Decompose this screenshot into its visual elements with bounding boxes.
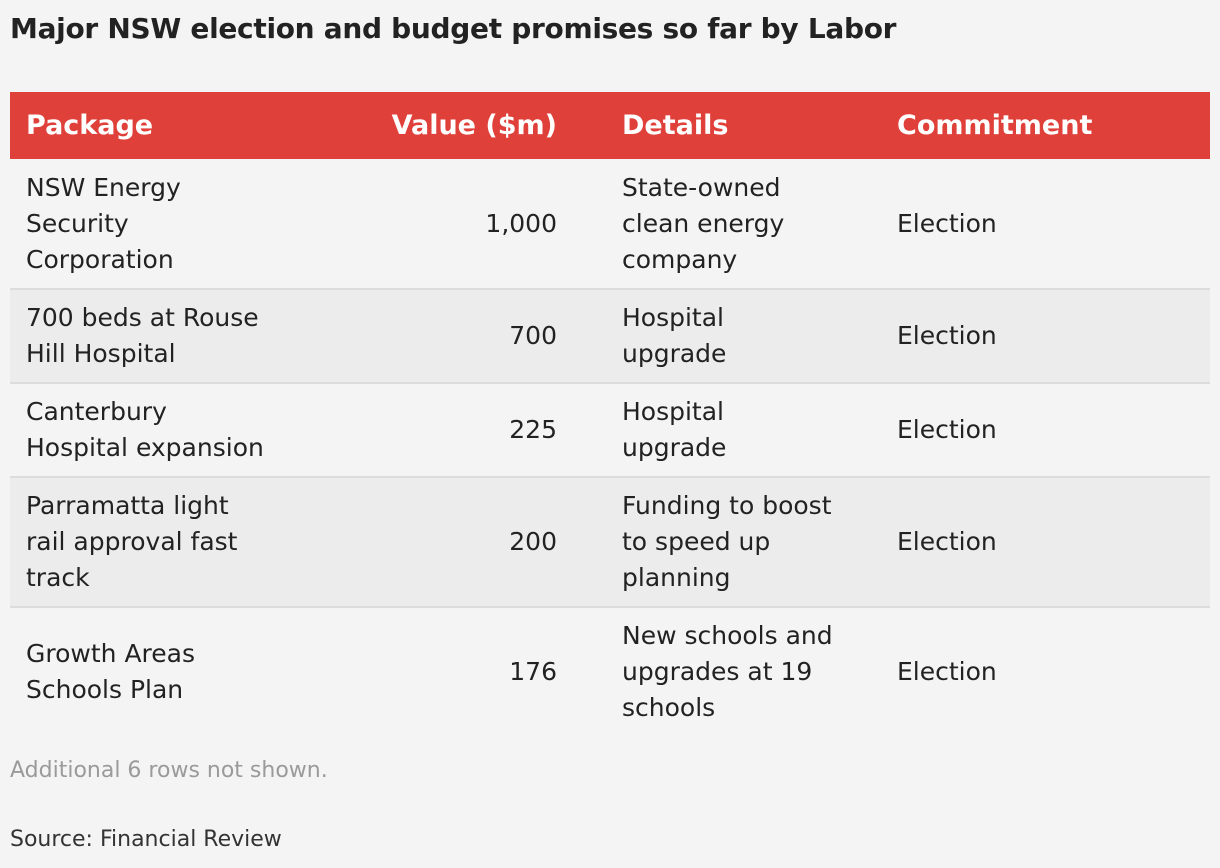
- cell-details-text: New schools and upgrades at 19 schools: [622, 620, 833, 722]
- cell-details: State-owned clean energy company: [607, 159, 881, 290]
- cell-value: 225: [273, 383, 607, 478]
- promises-table: Package Value ($m) Details Commitment NS…: [10, 92, 1210, 735]
- cell-details: New schools and upgrades at 19 schools: [607, 607, 881, 735]
- cell-commitment: Election: [881, 159, 1210, 290]
- cell-value: 1,000: [273, 159, 607, 290]
- cell-package: Growth Areas Schools Plan: [10, 607, 273, 735]
- cell-details: Funding to boost to speed up planning: [607, 477, 881, 608]
- cell-details-text: State-owned clean energy company: [622, 172, 785, 274]
- source-credit: Source: Financial Review: [10, 827, 282, 852]
- cell-value: 200: [273, 477, 607, 608]
- promises-table-container: Package Value ($m) Details Commitment NS…: [10, 92, 1210, 735]
- table-row: Parramatta light rail approval fast trac…: [10, 477, 1210, 608]
- table-row: 700 beds at Rouse Hill Hospital 700 Hosp…: [10, 289, 1210, 384]
- cell-package-text: Canterbury Hospital expansion: [26, 397, 264, 462]
- cell-package-text: 700 beds at Rouse Hill Hospital: [26, 303, 259, 368]
- cell-value: 176: [509, 656, 557, 686]
- cell-package-text: NSW Energy Security Corporation: [26, 172, 181, 274]
- table-header-row: Package Value ($m) Details Commitment: [10, 92, 1210, 159]
- header-value: Value ($m): [391, 110, 557, 141]
- cell-details-text: Hospital upgrade: [622, 397, 727, 462]
- cell-details: Hospital upgrade: [607, 383, 881, 478]
- cell-details-text: Funding to boost to speed up planning: [622, 491, 832, 592]
- cell-value: 700: [273, 289, 607, 384]
- header-package: Package: [26, 110, 154, 141]
- header-commitment: Commitment: [897, 110, 1093, 141]
- cell-package-text: Parramatta light rail approval fast trac…: [26, 491, 238, 592]
- cell-package: Parramatta light rail approval fast trac…: [10, 477, 273, 608]
- cell-commitment: Election: [881, 289, 1210, 384]
- cell-details: Hospital upgrade: [607, 289, 881, 384]
- cell-package: 700 beds at Rouse Hill Hospital: [10, 289, 273, 384]
- cell-package-text: Growth Areas Schools Plan: [26, 638, 195, 704]
- cell-package: Canterbury Hospital expansion: [10, 383, 273, 478]
- header-details: Details: [622, 110, 729, 141]
- cell-commitment: Election: [881, 383, 1210, 478]
- rows-not-shown-note: Additional 6 rows not shown.: [10, 758, 328, 783]
- table-row: NSW Energy Security Corporation 1,000 St…: [10, 159, 1210, 290]
- cell-details-text: Hospital upgrade: [622, 303, 727, 368]
- cell-commitment: Election: [881, 477, 1210, 608]
- page-title: Major NSW election and budget promises s…: [10, 12, 897, 45]
- table-row: Canterbury Hospital expansion 225 Hospit…: [10, 383, 1210, 478]
- cell-package: NSW Energy Security Corporation: [10, 159, 273, 290]
- cell-commitment: Election: [897, 656, 997, 686]
- table-row: Growth Areas Schools Plan 176 New school…: [10, 607, 1210, 735]
